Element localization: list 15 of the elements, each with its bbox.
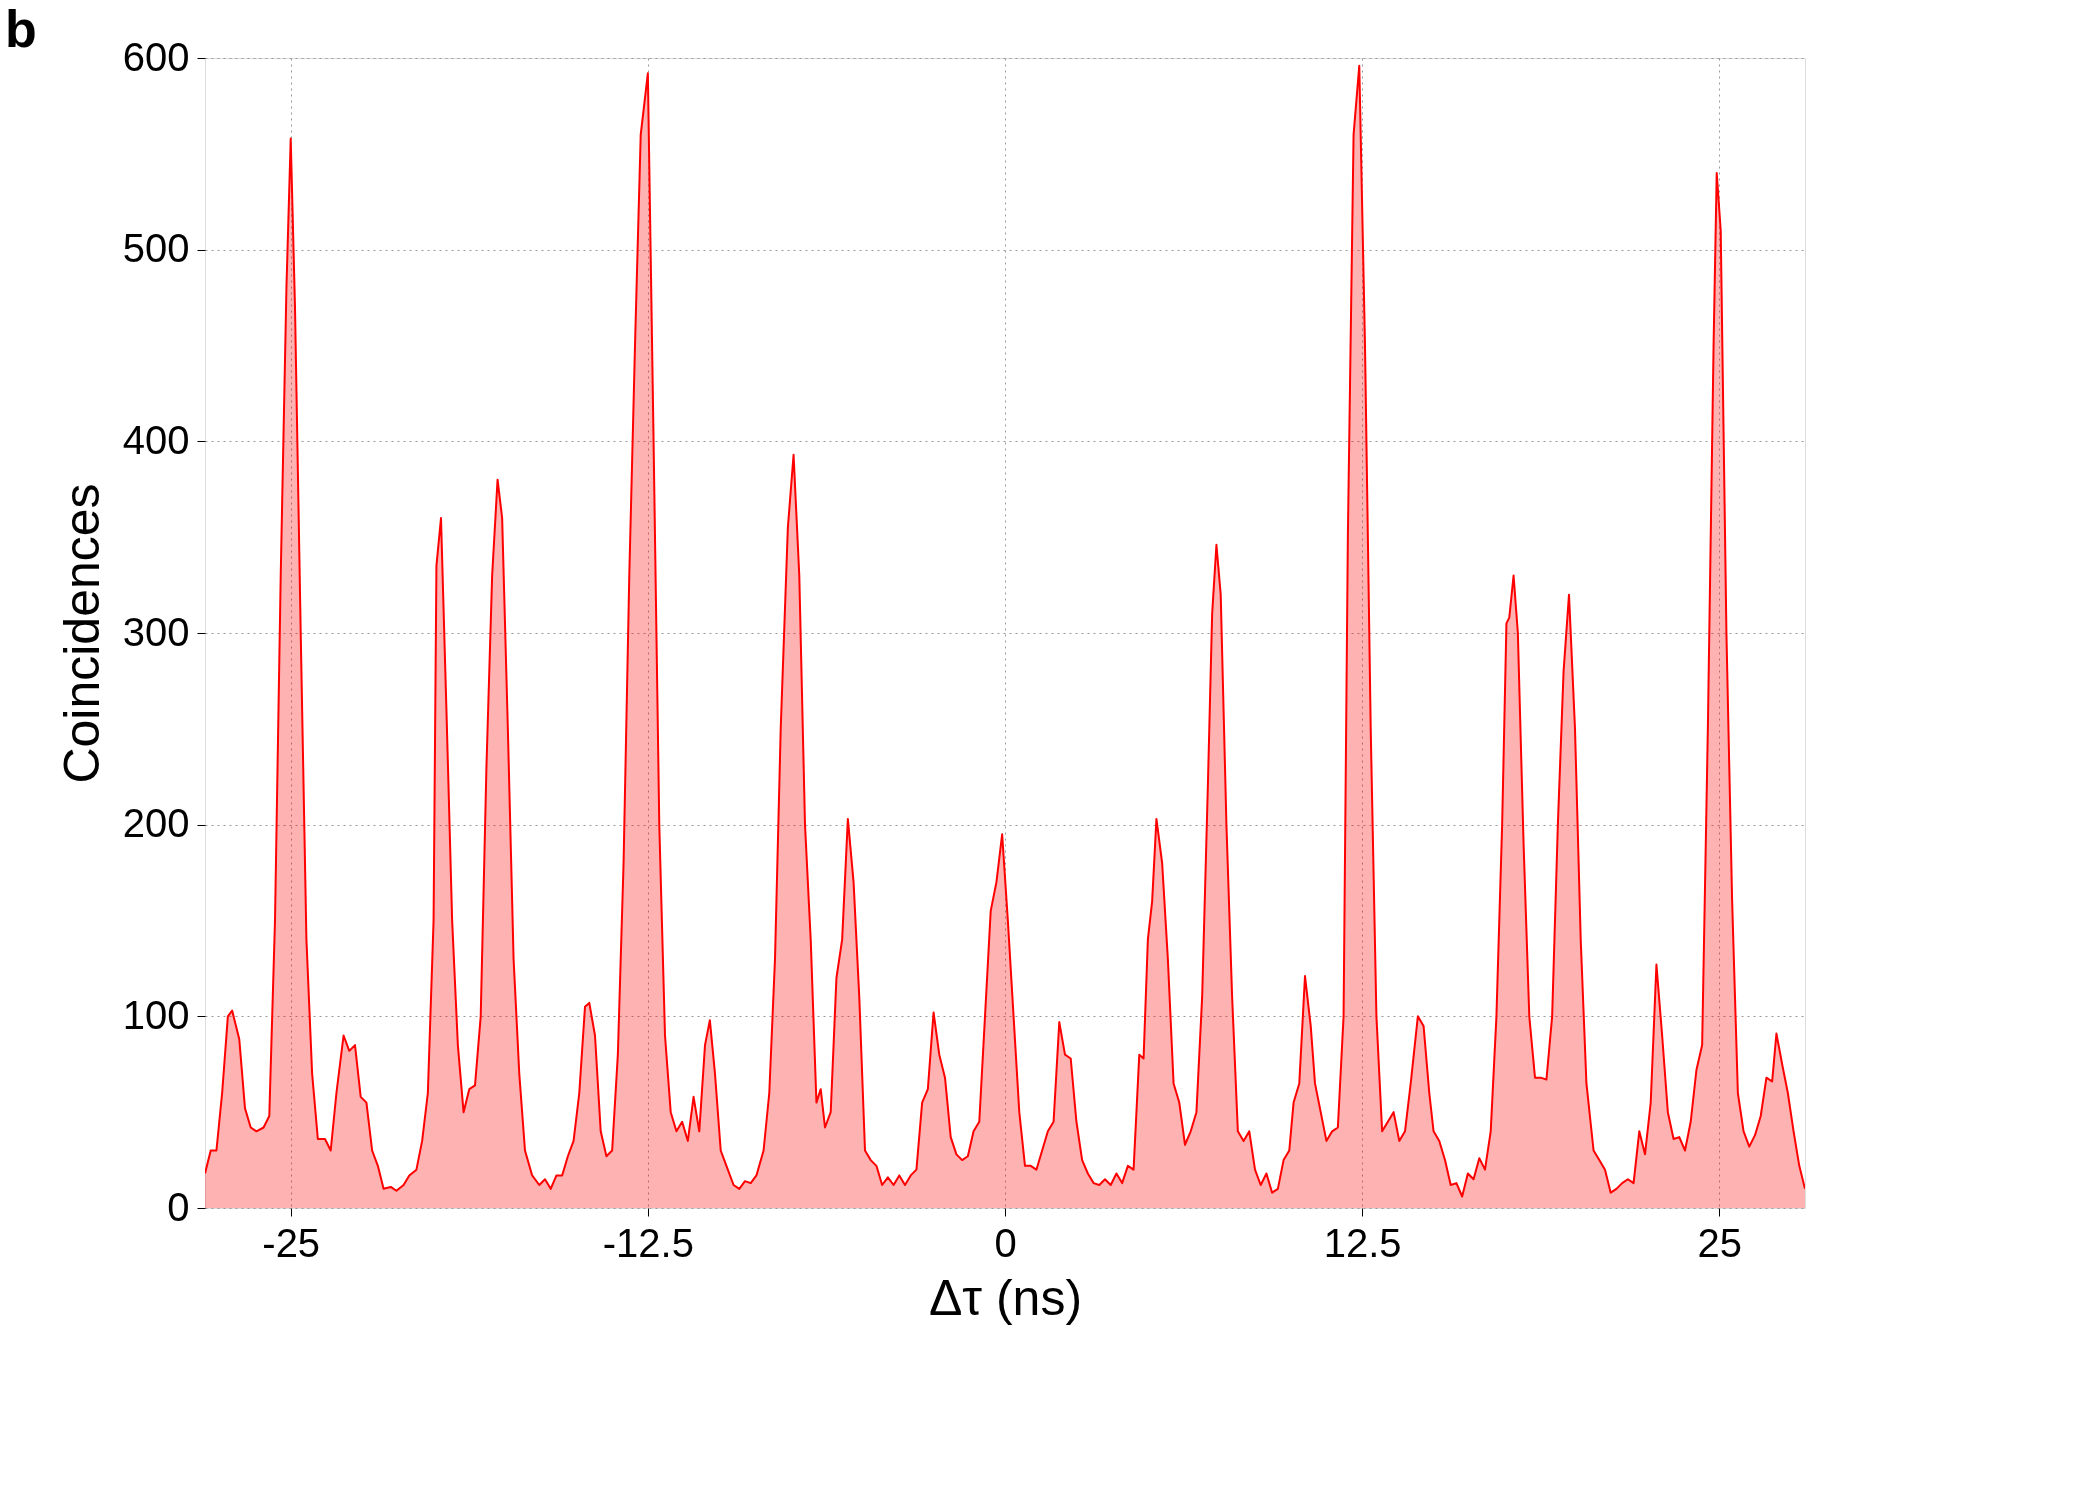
x-tick-label: 12.5 — [1323, 1220, 1402, 1265]
y-axis-title: Coincidences — [53, 483, 110, 784]
chart-title: b — [5, 0, 37, 58]
x-tick-label: -25 — [262, 1220, 321, 1265]
x-tick-label: -12.5 — [602, 1220, 694, 1265]
x-tick-label: 0 — [994, 1220, 1017, 1265]
y-tick-label: 500 — [122, 226, 190, 271]
x-axis-title: Δτ (ns) — [928, 1269, 1083, 1326]
y-tick-label: 100 — [122, 992, 190, 1037]
y-tick-label: 300 — [122, 609, 190, 654]
y-tick-label: 200 — [122, 801, 190, 846]
x-tick-label: 25 — [1697, 1220, 1743, 1265]
y-tick-label: 600 — [122, 34, 190, 79]
y-tick-label: 0 — [167, 1184, 190, 1229]
y-tick-label: 400 — [122, 417, 190, 462]
